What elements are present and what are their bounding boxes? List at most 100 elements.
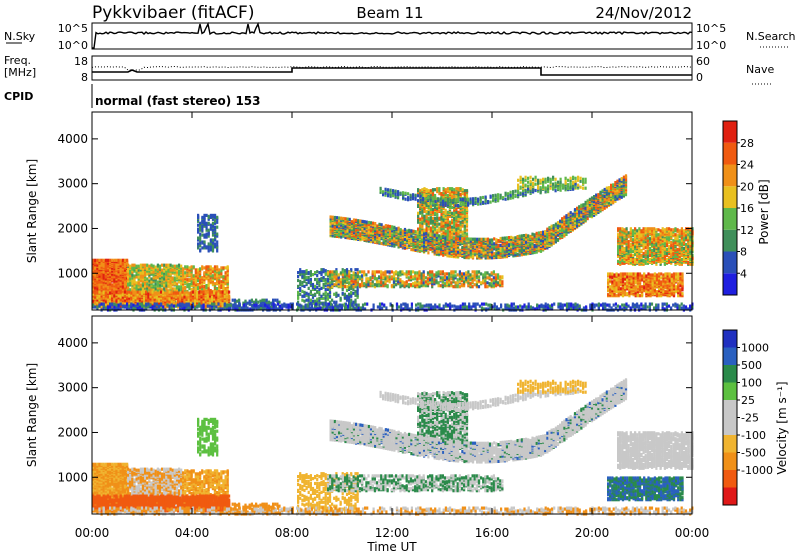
power-cell	[169, 267, 172, 271]
power-cell	[297, 284, 300, 288]
power-cell	[345, 288, 349, 292]
power-cell	[488, 276, 491, 280]
power-cell	[457, 229, 460, 233]
power-cell	[672, 279, 676, 283]
power-cell	[102, 290, 105, 294]
power-cell	[664, 272, 667, 276]
power-cell	[463, 208, 466, 212]
power-cell	[311, 282, 315, 287]
power-cell	[167, 263, 170, 267]
freq-tick-top: 18	[74, 55, 88, 68]
power-cell	[129, 288, 132, 292]
power-cell	[621, 239, 624, 243]
power-cell	[609, 272, 612, 276]
power-cell	[299, 282, 302, 287]
power-cell	[221, 304, 224, 308]
power-cell	[395, 277, 398, 281]
power-cell	[363, 282, 366, 286]
power-cell	[356, 278, 359, 282]
power-cell	[423, 218, 426, 222]
power-cell	[436, 228, 439, 232]
power-cell	[167, 267, 170, 271]
power-cell	[451, 196, 454, 200]
power-cell	[168, 290, 171, 294]
power-cell	[263, 298, 266, 302]
power-cell	[443, 276, 447, 280]
power-cell	[424, 284, 427, 288]
power-cell	[444, 211, 447, 215]
power-cell	[486, 285, 489, 289]
power-cell	[137, 275, 140, 279]
power-cell	[146, 271, 149, 275]
power-cell	[119, 266, 122, 270]
power-cell	[417, 227, 420, 231]
power-cell	[358, 283, 362, 287]
power-cell	[209, 269, 212, 273]
power-cell	[171, 268, 174, 272]
cpid-text: normal (fast stereo) 153	[95, 94, 261, 108]
power-cell	[152, 278, 155, 282]
power-cell	[222, 282, 225, 286]
power-cell	[624, 282, 627, 286]
power-cell	[224, 287, 227, 291]
power-cell	[607, 278, 610, 282]
power-cell	[452, 285, 455, 289]
power-cell	[178, 285, 181, 289]
power-cell	[367, 283, 370, 287]
power-cell	[497, 281, 500, 285]
power-cell	[436, 216, 439, 220]
power-cell	[307, 278, 310, 283]
power-cell	[609, 288, 612, 292]
nsky-tick-top: 10^5	[58, 22, 88, 35]
power-cell	[465, 228, 469, 232]
power-cell	[148, 269, 151, 273]
power-cell	[141, 277, 145, 281]
power-cell	[615, 272, 618, 276]
power-cell	[182, 272, 185, 276]
power-cell	[137, 285, 140, 289]
power-cell	[339, 278, 342, 282]
power-cell	[199, 267, 202, 271]
power-cell	[627, 249, 630, 254]
power-cell	[422, 270, 425, 274]
power-cell	[409, 270, 413, 274]
power-cell	[184, 267, 187, 271]
power-cell	[331, 285, 334, 289]
power-cell	[314, 299, 317, 303]
power-cell	[361, 274, 364, 278]
power-cell	[617, 259, 620, 263]
power-cell	[177, 291, 180, 295]
power-cell	[331, 270, 334, 274]
power-cell	[311, 293, 315, 297]
power-cell	[412, 275, 415, 279]
power-cell	[192, 288, 195, 292]
power-cell	[115, 266, 118, 270]
power-cell	[457, 210, 460, 214]
power-cell	[666, 272, 669, 276]
power-cell	[303, 299, 306, 303]
power-cell	[339, 285, 342, 289]
power-cell	[318, 271, 321, 275]
power-cell	[203, 288, 206, 292]
power-cell	[615, 277, 618, 281]
power-cell	[309, 289, 312, 293]
power-cell	[305, 298, 308, 302]
power-cell	[407, 270, 410, 274]
power-cell	[180, 285, 183, 289]
power-cell	[471, 274, 474, 278]
power-cell	[427, 189, 430, 193]
power-cell	[455, 187, 458, 191]
power-cell	[218, 287, 221, 291]
power-cell	[146, 284, 149, 288]
power-cell	[446, 230, 449, 234]
freq-label: Freq.	[4, 54, 31, 67]
power-cell	[183, 291, 186, 295]
power-cell	[220, 271, 223, 275]
power-cell	[178, 263, 181, 267]
date-label: 24/Nov/2012	[595, 4, 692, 22]
power-cell	[131, 276, 134, 280]
power-cell	[139, 274, 142, 278]
power-cell	[196, 276, 200, 280]
power-cell	[455, 195, 458, 199]
power-cell	[224, 266, 227, 270]
